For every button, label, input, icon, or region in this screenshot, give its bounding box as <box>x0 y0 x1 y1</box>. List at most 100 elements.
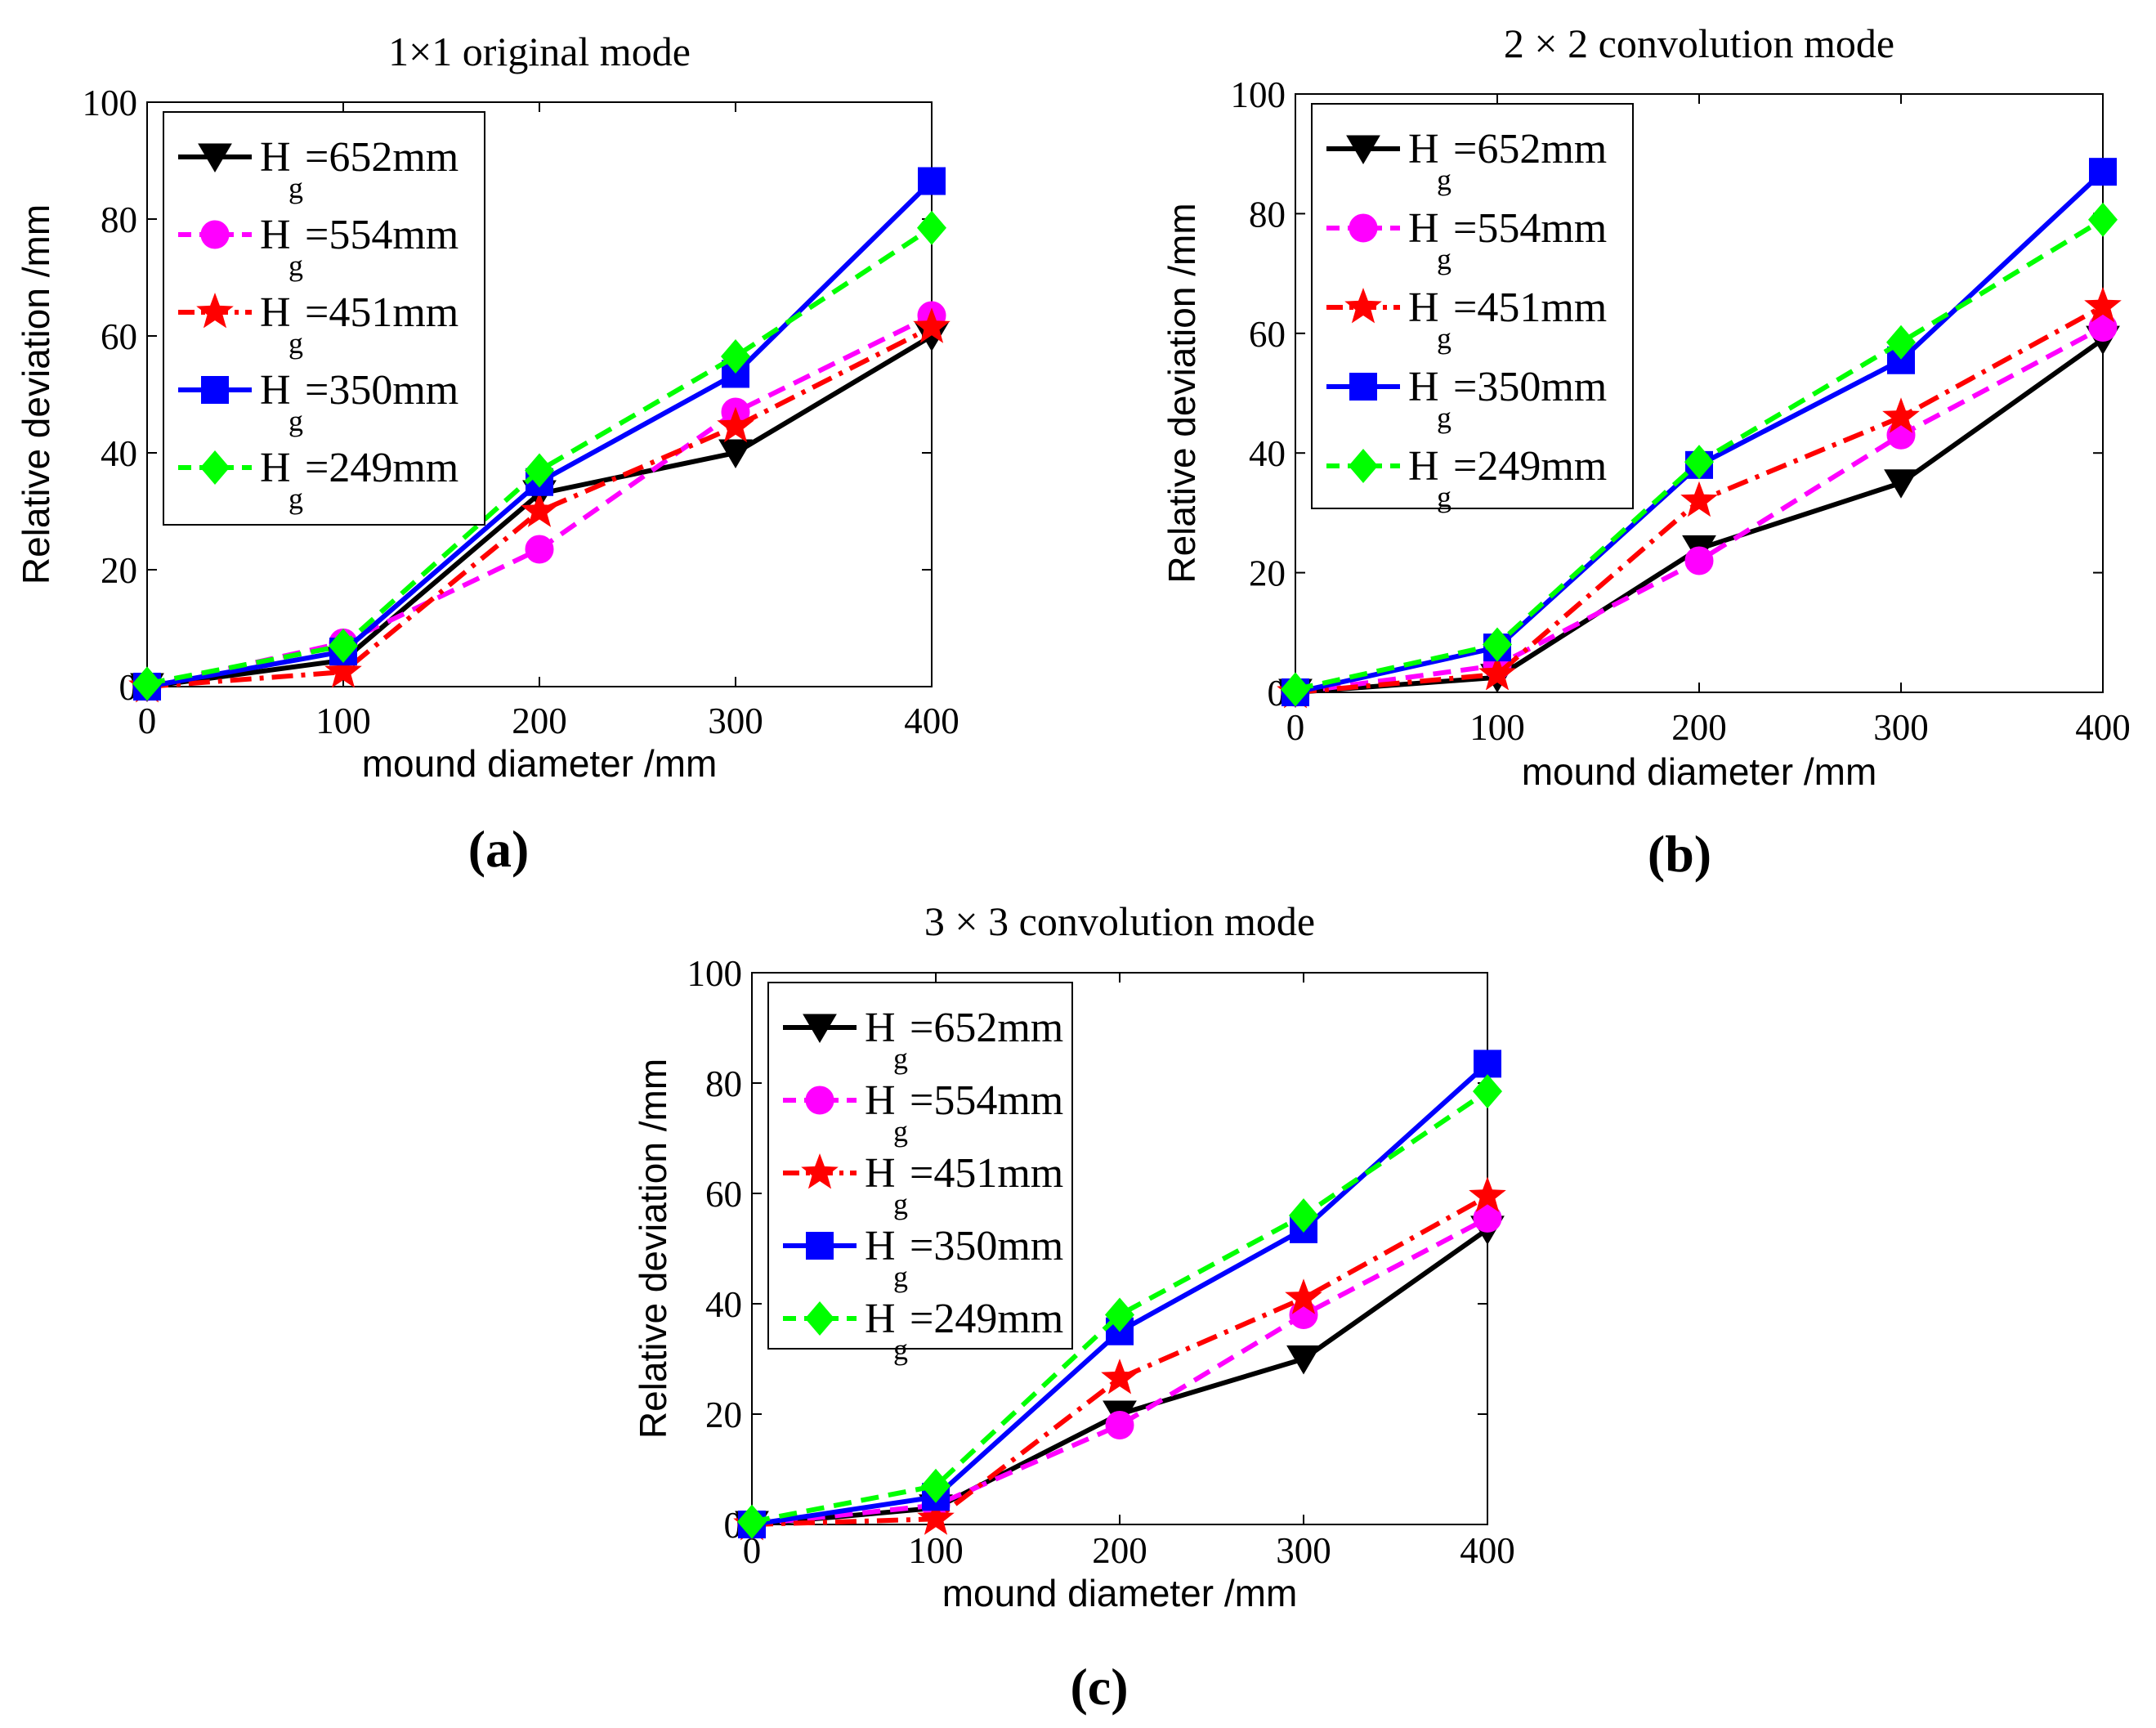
legend-label-subscript: g <box>289 249 303 282</box>
legend-label-subscript: g <box>893 1333 908 1366</box>
y-tick-label: 60 <box>705 1174 742 1215</box>
x-tick-label: 200 <box>1092 1530 1147 1571</box>
caption-close-paren: ) <box>512 820 529 878</box>
legend-swatch-marker <box>805 1086 834 1115</box>
legend-label-value: =652mm <box>910 1005 1063 1051</box>
legend-label-value: =350mm <box>910 1223 1063 1269</box>
caption-open-paren: ( <box>468 820 485 878</box>
caption-letter: c <box>1088 1658 1111 1716</box>
series-249mm <box>132 210 946 701</box>
legend-label-value: =652mm <box>1453 126 1607 172</box>
data-point-triangle-down <box>1884 469 1918 499</box>
x-tick-label: 0 <box>1286 707 1305 748</box>
legend-label-h: H <box>865 1150 896 1197</box>
legend-label-h: H <box>260 212 291 258</box>
legend-swatch-marker <box>201 376 229 404</box>
legend-label-subscript: g <box>289 405 303 437</box>
y-tick-label: 20 <box>101 550 137 591</box>
data-point-diamond <box>1281 672 1310 707</box>
legend-label-value: =350mm <box>1453 364 1607 410</box>
data-point-star <box>521 491 558 527</box>
legend-label-value: =554mm <box>910 1077 1063 1124</box>
legend-label-value: =249mm <box>305 445 458 491</box>
x-tick-label: 400 <box>2075 707 2131 748</box>
y-axis-label: Relative deviation /mm <box>15 204 57 584</box>
series-line <box>751 1215 1489 1527</box>
legend-swatch-marker <box>200 220 230 249</box>
x-tick-label: 0 <box>138 701 157 741</box>
x-axis-label: mound diameter /mm <box>1522 750 1877 793</box>
x-tick-label: 300 <box>708 701 763 741</box>
legend-swatch-marker <box>1344 288 1382 324</box>
legend-label-h: H <box>865 1296 896 1342</box>
legend-label-value: =554mm <box>305 212 458 258</box>
panel-caption: (a) <box>468 820 530 878</box>
legend-swatch-marker <box>1349 213 1378 243</box>
x-tick-label: 100 <box>908 1530 964 1571</box>
data-point-diamond <box>1473 1074 1502 1109</box>
data-point-diamond <box>1886 325 1916 360</box>
data-point-diamond <box>1684 445 1714 480</box>
x-tick-label: 400 <box>904 701 959 741</box>
y-axis-label: Relative deviation /mm <box>1161 203 1203 583</box>
legend-label-h: H <box>1408 443 1439 490</box>
data-point-circle <box>1684 546 1714 575</box>
legend-label-value: =451mm <box>1453 284 1607 331</box>
legend-label-h: H <box>865 1005 896 1051</box>
chart-title: 3 × 3 convolution mode <box>924 898 1315 944</box>
data-point-star <box>1469 1176 1506 1212</box>
panel-caption: (b) <box>1648 825 1711 883</box>
legend-label-subscript: g <box>893 1188 908 1220</box>
y-tick-label: 100 <box>1231 74 1286 115</box>
y-tick-label: 100 <box>83 83 138 123</box>
legend-label-h: H <box>260 134 291 181</box>
data-point-square <box>918 167 946 195</box>
caption-letter: b <box>1665 825 1694 883</box>
legend-label-h: H <box>260 289 291 336</box>
x-tick-label: 300 <box>1276 1530 1331 1571</box>
chart-title: 1×1 original mode <box>388 29 691 74</box>
y-tick-label: 80 <box>101 199 137 240</box>
data-point-diamond <box>1289 1198 1318 1233</box>
data-point-star <box>1285 1278 1322 1314</box>
legend-label-subscript: g <box>893 1260 908 1293</box>
panel-caption: (c) <box>1070 1658 1128 1716</box>
legend-swatch-marker <box>198 143 232 172</box>
data-point-triangle-down <box>718 439 753 468</box>
data-point-star <box>913 307 951 343</box>
y-tick-label: 40 <box>101 433 137 474</box>
y-axis-label: Relative deviation /mm <box>632 1059 674 1439</box>
y-tick-label: 100 <box>687 953 743 994</box>
legend-label-subscript: g <box>1437 481 1451 513</box>
legend-label-value: =652mm <box>305 134 458 181</box>
series-line <box>751 1089 1489 1524</box>
series-249mm <box>1281 202 2118 707</box>
caption-close-paren: ) <box>1694 825 1711 883</box>
x-tick-label: 400 <box>1460 1530 1515 1571</box>
data-point-circle <box>1886 420 1916 450</box>
x-tick-label: 200 <box>512 701 567 741</box>
data-point-star <box>1101 1359 1138 1394</box>
y-tick-label: 20 <box>1249 553 1286 594</box>
data-point-diamond <box>721 339 750 374</box>
data-point-diamond <box>329 628 358 663</box>
data-point-star <box>1680 481 1718 517</box>
data-point-diamond <box>917 210 946 245</box>
x-axis-label: mound diameter /mm <box>942 1572 1298 1614</box>
legend-label-value: =554mm <box>1453 205 1607 252</box>
legend-label-subscript: g <box>289 327 303 360</box>
y-tick-label: 60 <box>101 316 137 357</box>
legend-label-value: =350mm <box>305 367 458 414</box>
y-tick-label: 40 <box>1249 433 1286 474</box>
legend-label-subscript: g <box>289 172 303 204</box>
caption-open-paren: ( <box>1070 1658 1087 1716</box>
legend-label-subscript: g <box>289 482 303 515</box>
legend-label-value: =249mm <box>1453 443 1607 490</box>
x-tick-label: 0 <box>743 1530 762 1571</box>
chart-title: 2 × 2 convolution mode <box>1504 20 1894 66</box>
legend-swatch-marker <box>805 1301 834 1336</box>
